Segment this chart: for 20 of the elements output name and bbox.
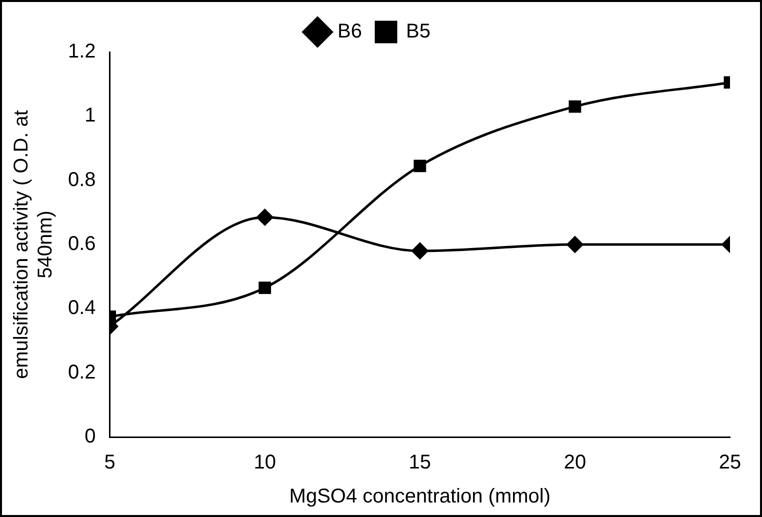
y-tick-label: 0.8 bbox=[68, 168, 96, 191]
legend-label: B5 bbox=[406, 20, 430, 43]
point bbox=[412, 242, 428, 260]
y-axis-title: emulsification activity ( O.D. at 540nm) bbox=[10, 110, 57, 379]
point bbox=[414, 160, 426, 172]
y-tick-label: 1 bbox=[84, 104, 96, 127]
x-tick-label: 10 bbox=[254, 452, 276, 474]
y-tick-label: 0.2 bbox=[68, 361, 96, 384]
x-tick-label: 5 bbox=[104, 452, 116, 474]
y-tick-label: 0.4 bbox=[68, 297, 96, 320]
x-tick-label: 20 bbox=[564, 452, 586, 474]
y-tick-label: 0.6 bbox=[68, 233, 96, 256]
y-tick-label: 1.2 bbox=[68, 40, 96, 63]
x-axis-title: MgSO4 concentration (mmol) bbox=[289, 486, 551, 508]
y-tick-label: 0 bbox=[84, 426, 96, 448]
x-tick-label: 15 bbox=[408, 452, 432, 474]
legend-label: B6 bbox=[338, 20, 362, 43]
x-tick-label: 25 bbox=[718, 452, 742, 474]
point bbox=[258, 282, 272, 294]
point bbox=[256, 208, 274, 226]
